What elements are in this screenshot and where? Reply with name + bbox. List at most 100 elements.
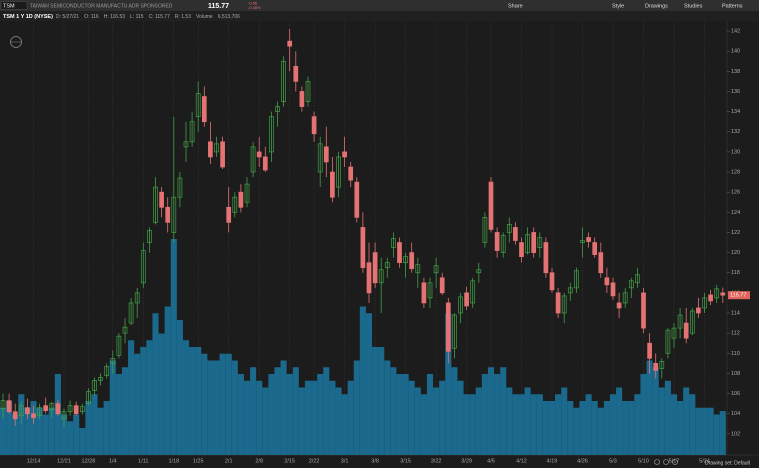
volume-bar [548, 401, 556, 455]
volume-bar [213, 360, 220, 455]
volume-bar [6, 401, 13, 455]
last-price-label: 115.77 [730, 293, 746, 299]
change-percent: -0.48% [248, 5, 261, 10]
candle-body [244, 183, 250, 203]
volume-bar [134, 353, 141, 455]
candle-body [409, 252, 415, 270]
symbol-box[interactable] [0, 1, 28, 10]
volume-bar [390, 367, 397, 455]
candle-body [25, 407, 30, 415]
volume-bar [24, 407, 31, 455]
volume-bar [646, 360, 653, 455]
volume-bar [152, 313, 159, 455]
candle-body [275, 106, 280, 112]
volume-bar [701, 407, 708, 455]
last-price: 115.77 [208, 3, 229, 10]
x-tick-label: 4/26 [577, 458, 588, 464]
x-tick-label: 2/15 [284, 458, 295, 464]
candle-body [519, 242, 524, 257]
candle-body [299, 91, 305, 107]
volume-bar [286, 374, 293, 455]
x-tick-label: 2/22 [309, 458, 320, 464]
y-tick-label: 106 [731, 391, 740, 397]
candle-body [305, 81, 311, 102]
y-tick-label: 120 [731, 250, 740, 256]
drawing-set[interactable]: Drawing set: Default [705, 460, 751, 466]
candle-body [555, 292, 561, 314]
candle-body [677, 314, 683, 329]
candle-body [506, 224, 512, 233]
y-tick-label: 102 [731, 431, 740, 437]
candle-body [494, 232, 500, 251]
toolbar-button[interactable]: Style [612, 3, 624, 9]
candle-body [128, 302, 134, 324]
zoom-icon[interactable] [672, 459, 678, 465]
y-tick-label: 110 [731, 351, 740, 357]
y-tick-label: 126 [731, 190, 740, 196]
volume-bar [250, 367, 257, 455]
volume-bar [274, 367, 281, 455]
volume-bar [481, 374, 488, 455]
x-tick-label: 4/5 [487, 458, 495, 464]
volume-bar [231, 360, 238, 455]
volume-bar [664, 380, 671, 455]
x-tick-label: 5/3 [609, 458, 617, 464]
candle-body [238, 191, 244, 208]
x-tick-label: 3/22 [431, 458, 442, 464]
volume-bar [616, 387, 623, 455]
candle-body [336, 156, 341, 188]
chart-title: TSM 1 Y 1D (NYSE) [3, 14, 53, 20]
last-price-box [728, 291, 750, 300]
candle-body [513, 227, 518, 241]
candle-body [458, 296, 463, 314]
x-tick-label: 12/14 [27, 458, 41, 464]
zoom-icon[interactable] [663, 459, 669, 465]
y-tick-label: 130 [731, 149, 740, 155]
candle-body [574, 270, 579, 289]
volume-bar [408, 380, 415, 455]
x-tick-label: 4/19 [547, 458, 558, 464]
candle-body [214, 143, 219, 153]
candle-body [635, 274, 640, 284]
zoom-icon[interactable] [654, 459, 660, 465]
symbol[interactable]: TSM [3, 3, 15, 9]
candle-body [366, 262, 372, 294]
y-tick-label: 136 [731, 89, 740, 95]
y-tick-label: 118 [731, 270, 740, 276]
toolbar-button[interactable]: Patterns [722, 3, 743, 9]
volume-bar [353, 360, 360, 455]
volume-bar [378, 347, 385, 455]
info-item: O: 116 [84, 14, 99, 20]
candle-body [269, 116, 274, 153]
candle-body [342, 151, 347, 158]
volume-bar [597, 407, 604, 455]
volume-bar [414, 387, 421, 455]
volume-bar [512, 394, 519, 455]
toolbar-button[interactable]: Studies [684, 3, 703, 9]
candle-body [79, 406, 85, 413]
volume-bar [542, 401, 549, 455]
volume-bar [372, 347, 379, 455]
volume-bar [347, 380, 354, 455]
volume-bar [420, 394, 427, 455]
candle-body [653, 363, 659, 371]
candle-body [147, 230, 152, 243]
volume-bar [304, 380, 312, 455]
x-tick-label: 2/1 [225, 458, 233, 464]
description: TAIWAN SEMICONDUCTOR MANUFACTU ADR SPONS… [30, 3, 173, 9]
volume-bar [323, 367, 330, 455]
header-row [0, 11, 759, 21]
y-tick-label: 132 [731, 129, 740, 135]
volume-bar [445, 313, 452, 455]
x-tick-label: 4/12 [516, 458, 527, 464]
info-item: D: 5/27/21 [56, 14, 79, 20]
toolbar-button[interactable]: Share [508, 3, 523, 9]
volume-bar [225, 353, 232, 455]
volume-bar [243, 380, 251, 455]
y-tick-label: 138 [731, 69, 740, 75]
volume-bar [500, 367, 507, 455]
toolbar-button[interactable]: Drawings [645, 3, 668, 9]
volume-bar [384, 360, 391, 455]
volume-bar [60, 414, 68, 455]
y-tick-label: 104 [731, 411, 740, 417]
